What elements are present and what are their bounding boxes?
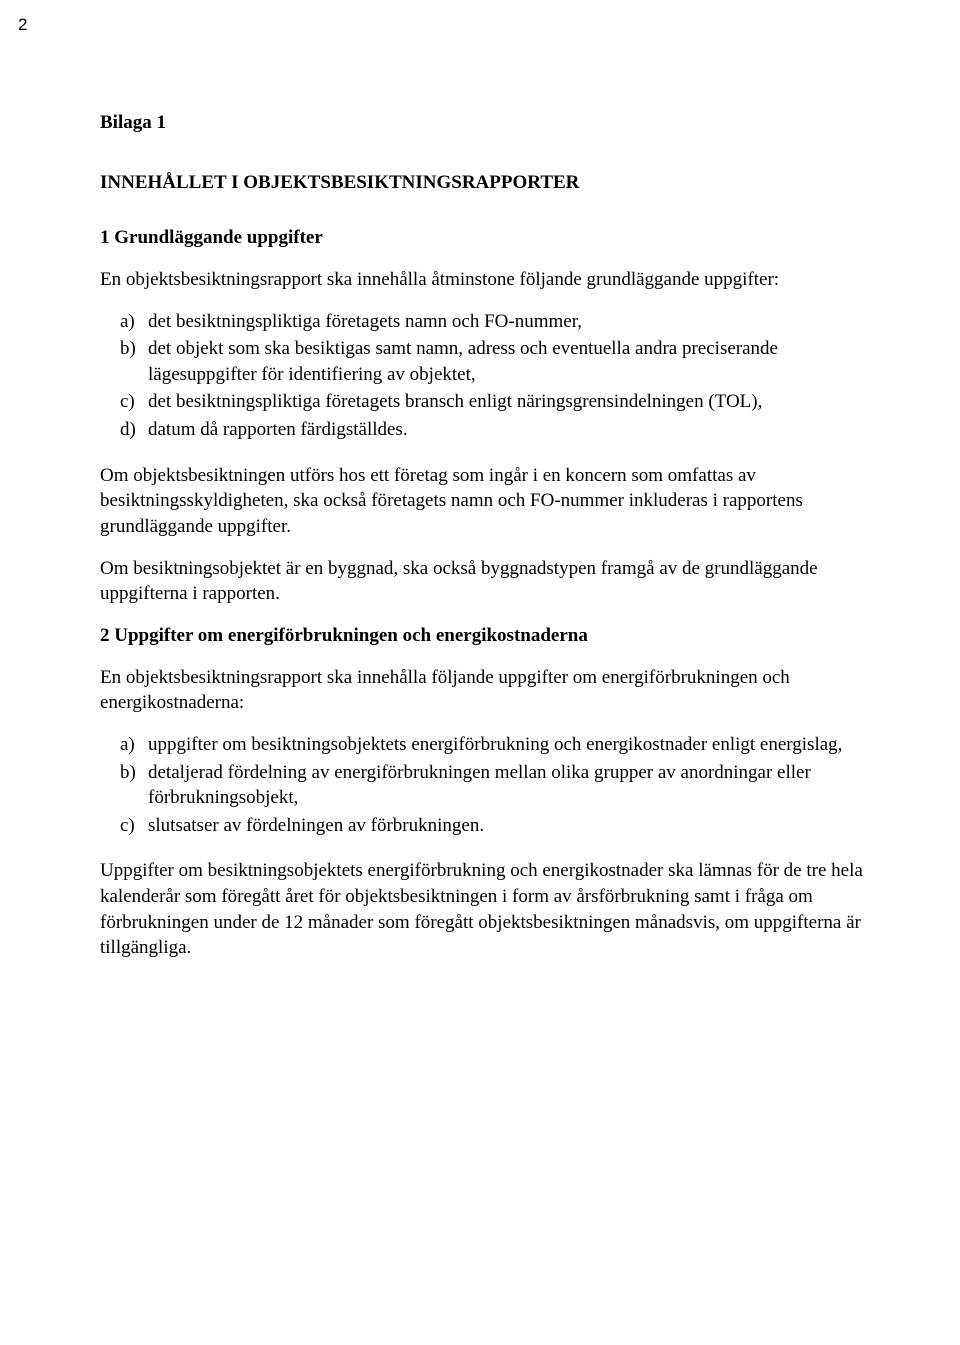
page-number: 2 (18, 14, 27, 37)
list-item: c) slutsatser av fördelningen av förbruk… (100, 813, 880, 839)
section-2-intro: En objektsbesiktningsrapport ska innehål… (100, 665, 880, 716)
list-item: a) uppgifter om besiktningsobjektets ene… (100, 732, 880, 758)
list-text: detaljerad fördelning av energiförbrukni… (148, 760, 880, 811)
appendix-label: Bilaga 1 (100, 110, 880, 136)
list-item: d) datum då rapporten färdigställdes. (100, 417, 880, 443)
section-1-paragraph: Om objektsbesiktningen utförs hos ett fö… (100, 463, 880, 540)
section-1-heading: 1 Grundläggande uppgifter (100, 225, 880, 251)
list-item: b) det objekt som ska besiktigas samt na… (100, 336, 880, 387)
list-text: det besiktningspliktiga företagets namn … (148, 309, 880, 335)
section-1-list: a) det besiktningspliktiga företagets na… (100, 309, 880, 443)
list-item: c) det besiktningspliktiga företagets br… (100, 389, 880, 415)
section-1-intro: En objektsbesiktningsrapport ska innehål… (100, 267, 880, 293)
list-item: b) detaljerad fördelning av energiförbru… (100, 760, 880, 811)
list-marker: b) (100, 336, 148, 387)
list-item: a) det besiktningspliktiga företagets na… (100, 309, 880, 335)
section-2-paragraph: Uppgifter om besiktningsobjektets energi… (100, 858, 880, 961)
list-text: det objekt som ska besiktigas samt namn,… (148, 336, 880, 387)
document-page: 2 Bilaga 1 INNEHÅLLET I OBJEKTSBESIKTNIN… (0, 0, 960, 1345)
list-marker: d) (100, 417, 148, 443)
section-2-heading: 2 Uppgifter om energiförbrukningen och e… (100, 623, 880, 649)
list-marker: c) (100, 813, 148, 839)
list-text: uppgifter om besiktningsobjektets energi… (148, 732, 880, 758)
document-title: INNEHÅLLET I OBJEKTSBESIKTNINGSRAPPORTER (100, 170, 880, 196)
list-marker: a) (100, 309, 148, 335)
list-marker: c) (100, 389, 148, 415)
list-marker: a) (100, 732, 148, 758)
list-marker: b) (100, 760, 148, 811)
section-1-paragraph: Om besiktningsobjektet är en byggnad, sk… (100, 556, 880, 607)
section-2-list: a) uppgifter om besiktningsobjektets ene… (100, 732, 880, 839)
list-text: slutsatser av fördelningen av förbruknin… (148, 813, 880, 839)
list-text: det besiktningspliktiga företagets brans… (148, 389, 880, 415)
list-text: datum då rapporten färdigställdes. (148, 417, 880, 443)
